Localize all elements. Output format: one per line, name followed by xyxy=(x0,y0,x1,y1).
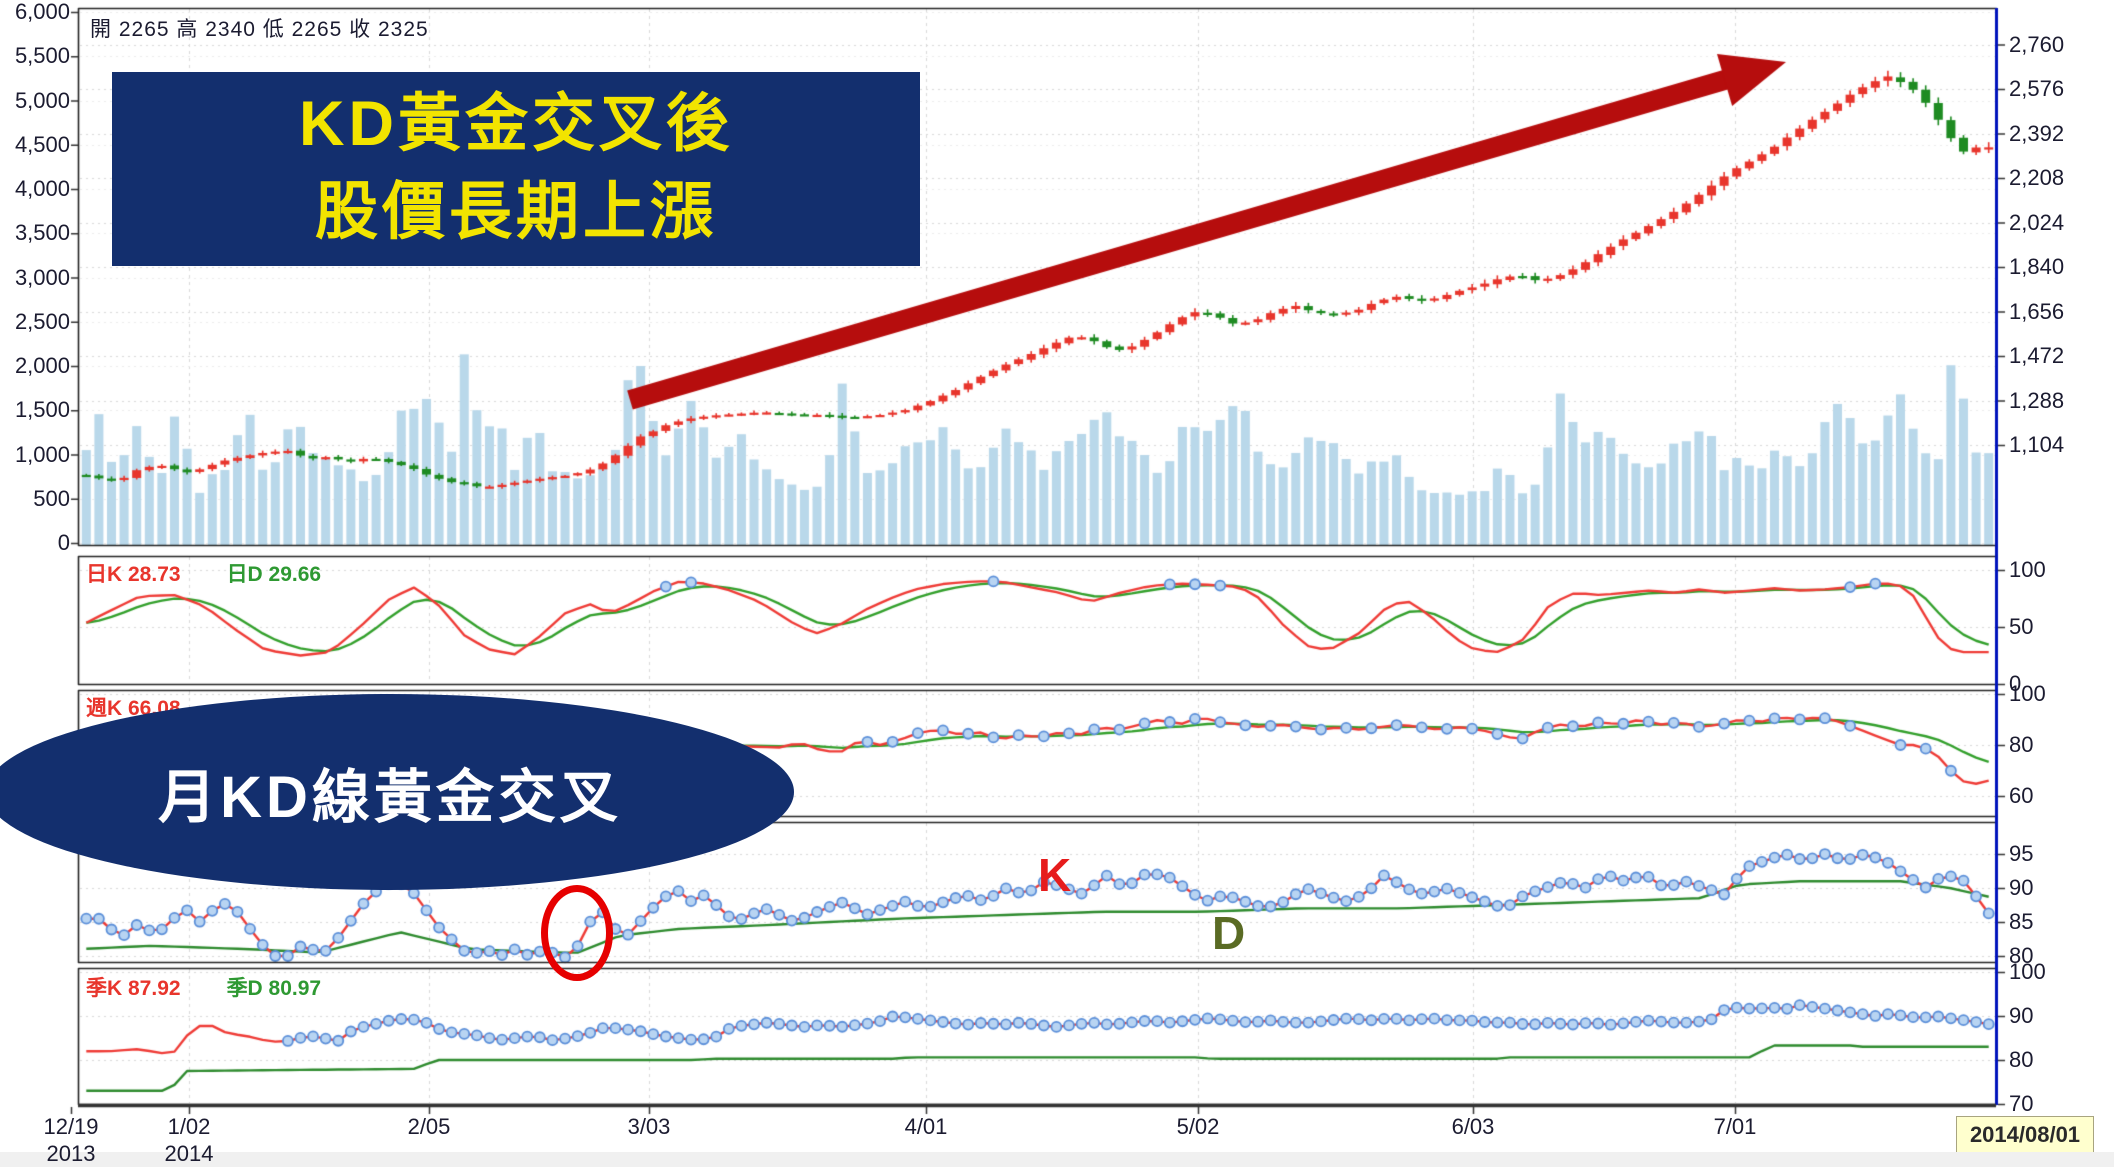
monthly-kd-axis-tick: 85 xyxy=(2009,909,2034,934)
volume-axis-tick: 4,000 xyxy=(14,176,70,201)
price-axis-tick: 2,392 xyxy=(2009,120,2065,146)
volume-axis-tick: 5,500 xyxy=(14,43,70,69)
volume-axis-tick: 3,000 xyxy=(14,264,70,290)
quarterly-kd-axis-tick: 70 xyxy=(2009,1091,2034,1116)
quarterly-kd-axis-tick: 90 xyxy=(2009,1003,2034,1028)
daily-kd-axis-tick: 0 xyxy=(2009,671,2022,696)
volume-axis-tick: 500 xyxy=(33,485,70,511)
volume-axis-tick: 4,500 xyxy=(14,131,70,157)
ellipse-text: 月KD線黃金交叉 xyxy=(158,765,622,830)
price-axis-tick: 2,208 xyxy=(2009,165,2065,190)
price-axis-tick: 1,104 xyxy=(2009,432,2065,457)
x-axis-date: 2/05 xyxy=(407,1114,451,1139)
daily-k-value: 日K 28.73 xyxy=(86,563,181,586)
x-axis-date: 7/01 xyxy=(1713,1114,1757,1139)
x-axis-date: 5/02 xyxy=(1176,1114,1220,1139)
weekly-kd-axis-tick: 80 xyxy=(2009,732,2034,757)
quarterly-kd-axis-tick: 80 xyxy=(2009,1047,2034,1072)
x-axis-date: 12/19 xyxy=(43,1114,99,1139)
price-axis-tick: 2,760 xyxy=(2009,31,2065,57)
price-axis-tick: 1,840 xyxy=(2009,254,2065,279)
quarterly-kd-axis-tick: 100 xyxy=(2009,959,2046,984)
monthly-kd-axis-tick: 90 xyxy=(2009,875,2034,900)
volume-axis-tick: 3,500 xyxy=(14,220,70,246)
x-axis-date: 3/03 xyxy=(627,1114,671,1139)
quarterly-k-value: 季K 87.92 xyxy=(86,977,181,1000)
x-axis-date: 4/01 xyxy=(904,1114,948,1139)
quarterly-d-value: 季D 80.97 xyxy=(226,977,322,1000)
daily-kd-axis-tick: 100 xyxy=(2009,557,2046,582)
price-axis-tick: 1,288 xyxy=(2009,387,2065,413)
price-axis-tick: 2,024 xyxy=(2009,209,2065,235)
price-axis-tick: 1,472 xyxy=(2009,343,2065,368)
banner-line1: KD黃金交叉後 xyxy=(299,89,733,159)
volume-axis-tick: 2,000 xyxy=(14,353,70,378)
price-axis-tick: 1,656 xyxy=(2009,298,2065,324)
d-line-label: D xyxy=(1212,907,1246,959)
volume-axis-tick: 2,500 xyxy=(14,308,70,334)
volume-axis-tick: 0 xyxy=(57,530,70,555)
annotation-ellipse: 月KD線黃金交叉 xyxy=(0,694,794,890)
x-axis-date: 1/02 xyxy=(167,1114,211,1139)
daily-kd-legend: 日K 28.73 日D 29.66 xyxy=(86,558,367,588)
volume-axis-tick: 1,500 xyxy=(14,397,70,423)
x-axis-year: 2013 xyxy=(46,1141,96,1166)
monthly-kd-axis-tick: 95 xyxy=(2009,841,2034,866)
last-date-box[interactable]: 2014/08/01 xyxy=(1956,1116,2094,1153)
weekly-kd-axis-tick: 60 xyxy=(2009,783,2034,808)
monthly-kd-axis-tick: 80 xyxy=(2009,943,2034,968)
daily-d-value: 日D 29.66 xyxy=(226,563,322,586)
banner-line2: 股價長期上漲 xyxy=(315,177,717,247)
annotation-banner: KD黃金交叉後 股價長期上漲 xyxy=(112,72,920,266)
x-axis-year: 2014 xyxy=(164,1141,214,1166)
ohlc-readout: 開 2265 高 2340 低 2265 收 2325 xyxy=(90,18,429,41)
footer-strip xyxy=(0,1152,2114,1167)
k-line-label: K xyxy=(1038,849,1072,901)
x-axis-date: 6/03 xyxy=(1451,1114,1495,1139)
quarterly-kd-legend: 季K 87.92 季D 80.97 xyxy=(86,972,367,1002)
volume-axis-tick: 6,000 xyxy=(14,0,70,24)
volume-axis-tick: 1,000 xyxy=(14,441,70,467)
weekly-kd-axis-tick: 100 xyxy=(2009,681,2046,706)
price-axis-tick: 2,576 xyxy=(2009,76,2065,101)
daily-kd-axis-tick: 50 xyxy=(2009,614,2034,639)
golden-cross-circle xyxy=(541,885,613,981)
volume-axis-tick: 5,000 xyxy=(14,87,70,113)
